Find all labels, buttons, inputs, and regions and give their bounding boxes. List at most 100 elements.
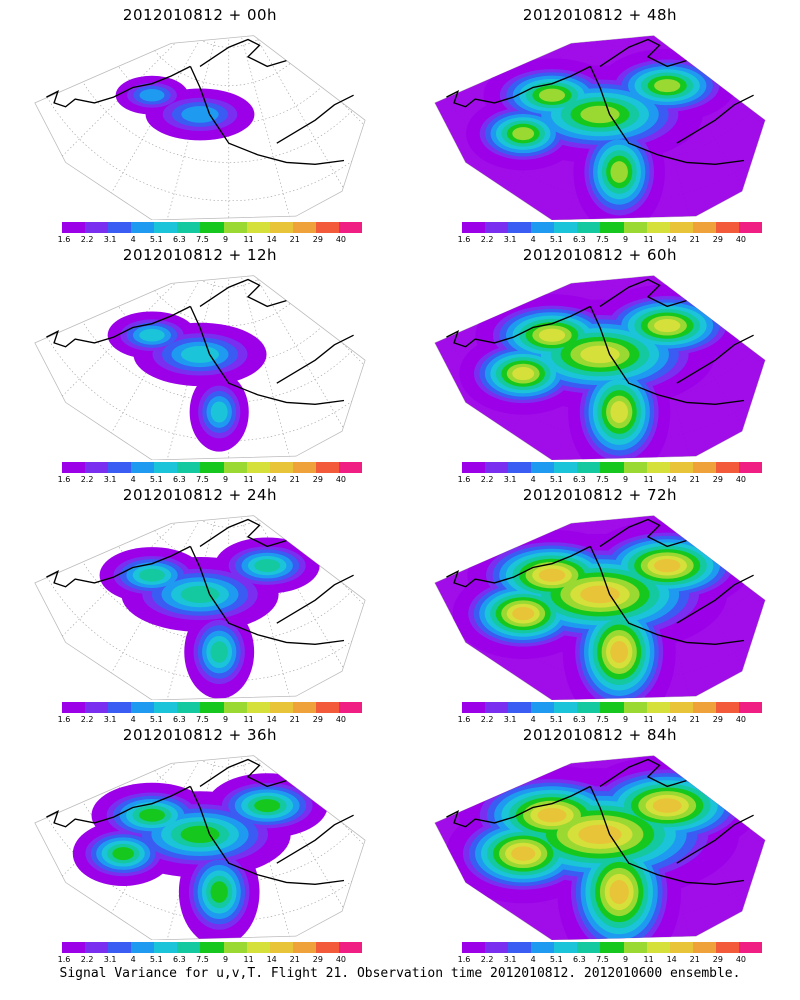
colorbar-tick-label: 14 [666, 715, 677, 724]
colorbar-tick-label: 14 [266, 475, 277, 484]
colorbar-tick-label: 3.1 [103, 475, 117, 484]
colorbar-swatch [669, 942, 693, 953]
colorbar-swatch [108, 942, 132, 953]
colorbar [462, 462, 763, 473]
map-panel: 2012010812 + 00h 1.6 2.2 3.1 4 5.1 6.3 7.5 9 11 14… [0, 0, 400, 244]
colorbar-tick-label: 6.3 [173, 955, 186, 964]
colorbar-tick-label: 40 [335, 475, 347, 484]
coastline [46, 38, 354, 165]
colorbar [62, 222, 363, 233]
colorbar-tick-label: 11 [243, 235, 254, 244]
variance-field [99, 537, 320, 699]
colorbar-labels: 1.6 2.2 3.1 4 5.1 6.3 7.5 9 11 14 21 29 40 [458, 955, 762, 965]
variance-map [34, 515, 366, 700]
colorbar-swatch [692, 462, 716, 473]
colorbar-labels: 1.6 2.2 3.1 4 5.1 6.3 7.5 9 11 14 21 29 40 [458, 475, 762, 485]
panel-title: 2012010812 + 00h [122, 6, 278, 24]
colorbar-tick-label: 14 [266, 955, 277, 964]
colorbar-swatch [85, 702, 109, 713]
colorbar-tick-label: 40 [735, 475, 747, 484]
colorbar-swatch [200, 942, 224, 953]
variance-map [434, 755, 766, 940]
colorbar-tick-label: 14 [666, 475, 677, 484]
colorbar-tick-label: 5.1 [149, 955, 163, 964]
colorbar-swatch [531, 942, 555, 953]
colorbar-tick-label: 9 [222, 715, 229, 724]
colorbar-swatch [462, 702, 486, 713]
coastline [46, 278, 354, 405]
colorbar-swatch [508, 222, 532, 233]
variance-field [107, 311, 267, 452]
colorbar-tick-label: 2.2 [480, 715, 494, 724]
colorbar-tick-label: 7.5 [596, 475, 609, 484]
colorbar-tick-label: 5.1 [549, 715, 563, 724]
colorbar-tick-label: 7.5 [196, 955, 209, 964]
colorbar-swatch [154, 702, 178, 713]
colorbar-swatch [223, 702, 247, 713]
colorbar-tick-label: 21 [289, 475, 300, 484]
colorbar-tick-label: 9 [622, 475, 629, 484]
panel-title: 2012010812 + 24h [122, 486, 278, 504]
colorbar-tick-label: 21 [689, 235, 700, 244]
panel-title: 2012010812 + 72h [522, 486, 678, 504]
colorbar-labels: 1.6 2.2 3.1 4 5.1 6.3 7.5 9 11 14 21 29 40 [458, 235, 762, 245]
colorbar-tick-label: 3.1 [503, 715, 517, 724]
colorbar-swatch [154, 462, 178, 473]
colorbar-tick-label: 11 [243, 715, 254, 724]
colorbar-swatch [577, 942, 601, 953]
colorbar-swatch [131, 222, 155, 233]
colorbar-swatch [177, 462, 201, 473]
variance-field [434, 275, 766, 460]
panel-title: 2012010812 + 12h [122, 246, 278, 264]
colorbar-swatch [315, 942, 339, 953]
colorbar-swatch [200, 222, 224, 233]
colorbar-tick-label: 40 [735, 235, 747, 244]
colorbar-swatch [738, 942, 763, 953]
colorbar-tick-label: 9 [222, 955, 229, 964]
colorbar-tick-label: 4 [530, 715, 536, 724]
colorbar-tick-label: 40 [735, 715, 747, 724]
colorbar-swatch [623, 462, 647, 473]
colorbar-swatch [646, 222, 670, 233]
colorbar-swatch [623, 222, 647, 233]
colorbar-swatch [577, 222, 601, 233]
colorbar-swatch [154, 222, 178, 233]
colorbar-swatch [600, 942, 624, 953]
colorbar-labels: 1.6 2.2 3.1 4 5.1 6.3 7.5 9 11 14 21 29 40 [58, 955, 362, 965]
coastline [446, 518, 754, 645]
colorbar-tick-label: 29 [712, 715, 723, 724]
colorbar-tick-label: 3.1 [103, 235, 117, 244]
colorbar-tick-label: 40 [335, 955, 347, 964]
colorbar-swatch [462, 222, 486, 233]
coastline [446, 278, 754, 405]
variance-field [434, 755, 766, 940]
colorbar-tick-label: 4 [130, 475, 136, 484]
colorbar-swatch [62, 462, 86, 473]
colorbar-tick-label: 11 [643, 955, 654, 964]
colorbar-tick-label: 9 [622, 955, 629, 964]
colorbar-swatch [508, 942, 532, 953]
colorbar-swatch [315, 462, 339, 473]
colorbar-swatch [692, 702, 716, 713]
colorbar-tick-label: 29 [312, 715, 323, 724]
colorbar-swatch [85, 222, 109, 233]
colorbar-swatch [623, 702, 647, 713]
colorbar-tick-label: 4 [130, 715, 136, 724]
colorbar-tick-label: 2.2 [80, 475, 94, 484]
coastline [446, 38, 754, 165]
colorbar-swatch [62, 222, 86, 233]
coastline [46, 758, 354, 885]
colorbar [462, 702, 763, 713]
colorbar-swatch [269, 702, 293, 713]
colorbar-swatch [715, 462, 739, 473]
colorbar-tick-label: 1.6 [57, 235, 71, 244]
colorbar-swatch [646, 942, 670, 953]
colorbar-swatch [223, 222, 247, 233]
colorbar-tick-label: 5.1 [149, 475, 163, 484]
colorbar-tick-label: 21 [689, 475, 700, 484]
colorbar-tick-label: 21 [689, 955, 700, 964]
colorbar-tick-label: 6.3 [173, 715, 186, 724]
colorbar-swatch [177, 702, 201, 713]
colorbar-tick-label: 9 [622, 235, 629, 244]
